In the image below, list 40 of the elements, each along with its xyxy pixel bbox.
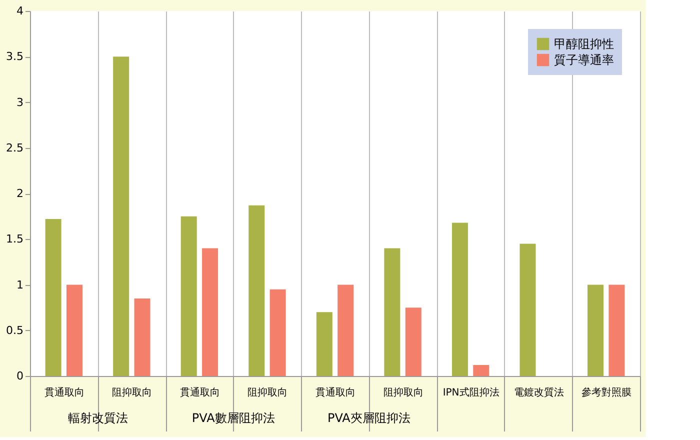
x-tick-label: 電鍍改質法 xyxy=(514,386,564,398)
y-tick-label: 3.5 xyxy=(6,50,24,64)
bar xyxy=(338,284,354,376)
bar xyxy=(248,205,265,376)
bar xyxy=(134,298,150,376)
bar xyxy=(66,284,82,376)
y-tick-label: 0.5 xyxy=(6,324,24,337)
y-tick-label: 4 xyxy=(16,4,24,18)
y-tick-label: 3 xyxy=(16,96,24,109)
y-tick-label: 1.5 xyxy=(6,232,24,246)
bar xyxy=(180,216,197,376)
bar xyxy=(45,219,62,376)
bar xyxy=(588,284,604,376)
y-tick-label: 2.5 xyxy=(6,141,24,154)
bar xyxy=(405,308,422,376)
bar xyxy=(520,244,536,376)
x-tick-label: 貫通取向 xyxy=(180,386,220,398)
text: 輻射改質法 xyxy=(68,411,128,425)
y-tick-label: 2 xyxy=(16,187,24,200)
bar xyxy=(316,312,332,376)
x-tick-label: IPN式阻抑法 xyxy=(442,386,500,398)
legend-label: 甲醇阻抑性 xyxy=(554,37,614,51)
x-tick-label: 阻抑取向 xyxy=(112,386,152,398)
bar xyxy=(608,284,625,376)
text: PVA數層阻抑法 xyxy=(192,411,275,425)
bar xyxy=(202,248,218,376)
y-tick-label: 0 xyxy=(16,370,24,382)
legend-label: 質子導通率 xyxy=(554,53,614,67)
bar xyxy=(473,365,490,376)
x-tick-label: 參考對照膜 xyxy=(582,386,632,398)
x-tick-label: 阻抑取向 xyxy=(383,386,424,398)
text: PVA夾層阻抑法 xyxy=(327,411,410,425)
bar xyxy=(270,289,286,376)
x-tick-label: 貫通取向 xyxy=(44,386,84,398)
bar xyxy=(452,222,468,376)
bar xyxy=(113,56,130,376)
x-tick-label: 阻抑取向 xyxy=(248,386,288,398)
x-tick-label: 貫通取向 xyxy=(316,386,356,398)
y-tick-label: 1 xyxy=(16,278,24,292)
bar xyxy=(384,248,400,376)
